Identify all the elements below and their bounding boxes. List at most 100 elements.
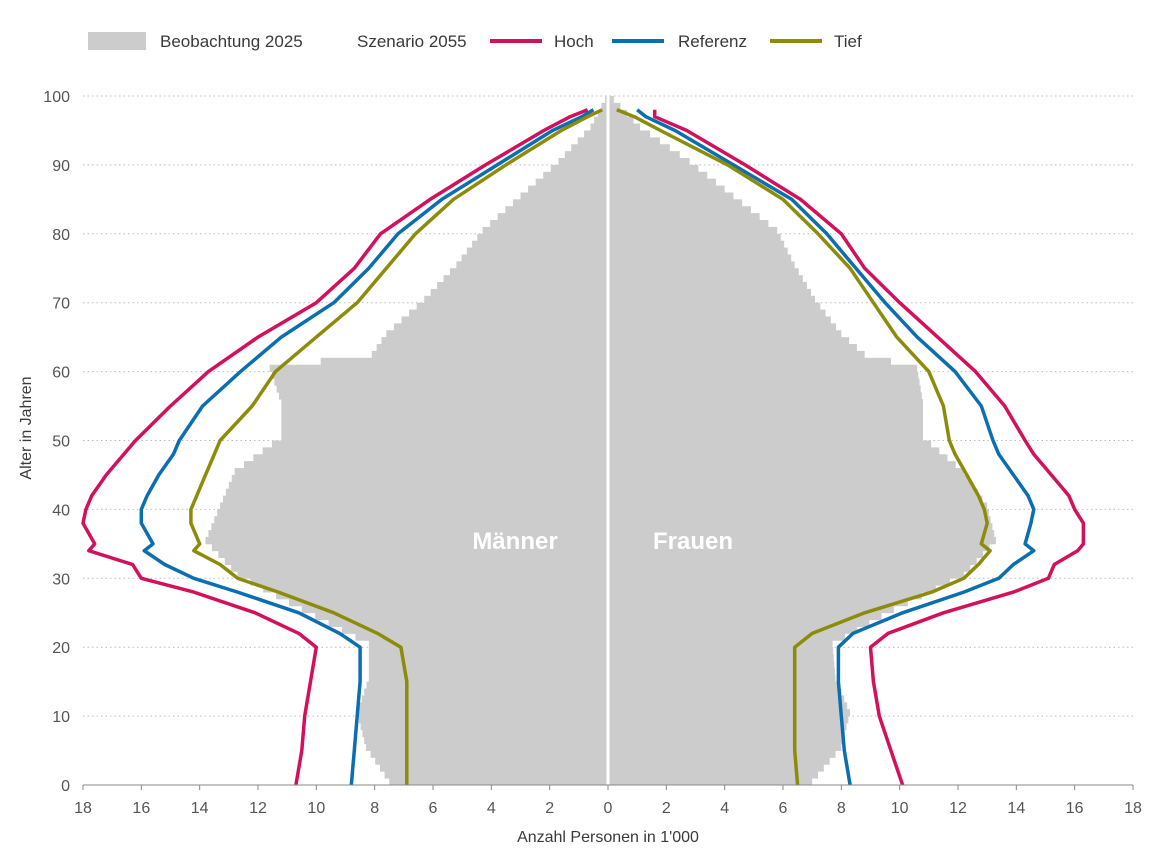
series-line-tief-male: [189, 108, 603, 785]
observation-bar-male: [250, 578, 608, 586]
observation-bar-female: [608, 302, 821, 310]
observation-bar-male: [597, 109, 608, 118]
x-tick-label: 10: [891, 800, 909, 817]
observation-bar-male: [234, 468, 608, 476]
observation-bar-female: [608, 660, 835, 669]
observation-bar-female: [608, 171, 708, 180]
observation-bar-female: [608, 722, 847, 731]
x-tick-label: 8: [370, 800, 379, 817]
observation-bar-female: [608, 116, 634, 124]
observation-bar-male: [368, 654, 608, 662]
observation-bar-female: [608, 109, 627, 118]
observation-bar-male: [437, 282, 608, 290]
observation-bar-female: [608, 240, 785, 248]
y-tick-label: 90: [52, 158, 70, 175]
observation-bar-male: [376, 344, 608, 352]
observation-bar-male: [558, 158, 608, 166]
y-tick-label: 40: [52, 502, 70, 519]
x-tick-label: 2: [545, 800, 554, 817]
observation-bar-male: [368, 640, 608, 648]
y-tick-label: 10: [52, 709, 70, 726]
observation-bar-male: [449, 268, 608, 276]
observation-bar-male: [320, 357, 608, 366]
observation-bar-male: [393, 323, 608, 331]
observation-bar-male: [571, 144, 608, 152]
observation-bar-male: [228, 481, 609, 490]
observation-bar-female: [608, 681, 839, 689]
observation-bar-male: [368, 674, 608, 683]
observation-bar-male: [208, 530, 608, 538]
observation-bar-female: [608, 406, 923, 414]
x-tick-label: 12: [249, 800, 267, 817]
observation-bar-male: [416, 302, 608, 310]
y-tick-label: 30: [52, 571, 70, 588]
observation-bar-female: [608, 178, 716, 186]
observation-bar-female: [608, 495, 983, 503]
observation-bar-female: [608, 357, 891, 366]
observation-bar-male: [223, 495, 608, 503]
observation-bar-male: [364, 688, 608, 696]
observation-bar-female: [608, 213, 760, 221]
observation-bar-female: [608, 481, 974, 490]
female-label: Frauen: [653, 528, 733, 555]
observation-bar-female: [608, 523, 993, 531]
y-axis-label: Alter in Jahren: [18, 376, 35, 479]
observation-bar-male: [520, 192, 608, 200]
observation-bar-female: [608, 158, 690, 166]
observation-bar-male: [371, 350, 608, 359]
observation-bar-male: [535, 178, 608, 186]
x-tick-label: 12: [949, 800, 967, 817]
observation-bar-male: [590, 123, 608, 131]
observation-bar-male: [214, 516, 608, 524]
y-tick-label: 20: [52, 640, 70, 657]
observation-bar-male: [472, 240, 608, 248]
observation-bar-female: [608, 226, 778, 235]
legend: Beobachtung 2025 Szenario 2055 Hoch Refe…: [88, 32, 862, 51]
observation-bar-female: [608, 96, 614, 104]
observation-bar-female: [608, 516, 991, 524]
observation-bar-male: [456, 261, 608, 269]
observation-bar-male: [370, 750, 608, 758]
observation-bar-female: [608, 674, 836, 683]
observation-bar-female: [608, 647, 834, 655]
x-tick-label: 6: [779, 800, 788, 817]
observation-bar-female: [608, 371, 919, 379]
observation-bar-female: [608, 364, 918, 372]
observation-bar-female: [608, 750, 836, 758]
observation-bar-female: [608, 578, 950, 586]
observation-bar-male: [601, 102, 608, 111]
observation-bar-female: [608, 667, 835, 676]
observation-bar-female: [608, 309, 826, 317]
observation-bar-female: [608, 757, 830, 765]
legend-scenario-title: Szenario 2055: [357, 32, 467, 51]
observation-bar-male: [368, 660, 608, 669]
observation-bar-male: [281, 433, 608, 441]
observation-bar-male: [301, 605, 608, 614]
observation-bar-male: [355, 633, 608, 641]
observation-bar-female: [608, 268, 799, 276]
observation-bar-female: [608, 233, 781, 242]
observation-bar-female: [608, 702, 848, 710]
observation-bar-female: [608, 605, 894, 614]
observation-bar-female: [608, 337, 850, 345]
observation-bars: [205, 96, 996, 786]
scenario-lines: [81, 108, 1086, 786]
observation-bar-male: [263, 585, 608, 593]
observation-bar-female: [608, 585, 936, 593]
observation-bar-male: [276, 385, 608, 393]
observation-bar-female: [608, 151, 680, 159]
observation-bar-male: [584, 130, 608, 138]
y-tick-label: 60: [52, 365, 70, 382]
observation-bar-female: [608, 206, 751, 214]
observation-bar-male: [342, 626, 608, 634]
observation-bar-male: [381, 337, 608, 345]
y-tick-label: 50: [52, 434, 70, 451]
observation-bar-female: [608, 419, 923, 428]
observation-bar-male: [543, 171, 608, 180]
observation-bar-male: [328, 619, 608, 627]
observation-bar-male: [276, 592, 608, 600]
observation-bar-female: [608, 592, 922, 600]
observation-bar-male: [401, 316, 608, 324]
series-line-tief-female: [616, 108, 992, 786]
